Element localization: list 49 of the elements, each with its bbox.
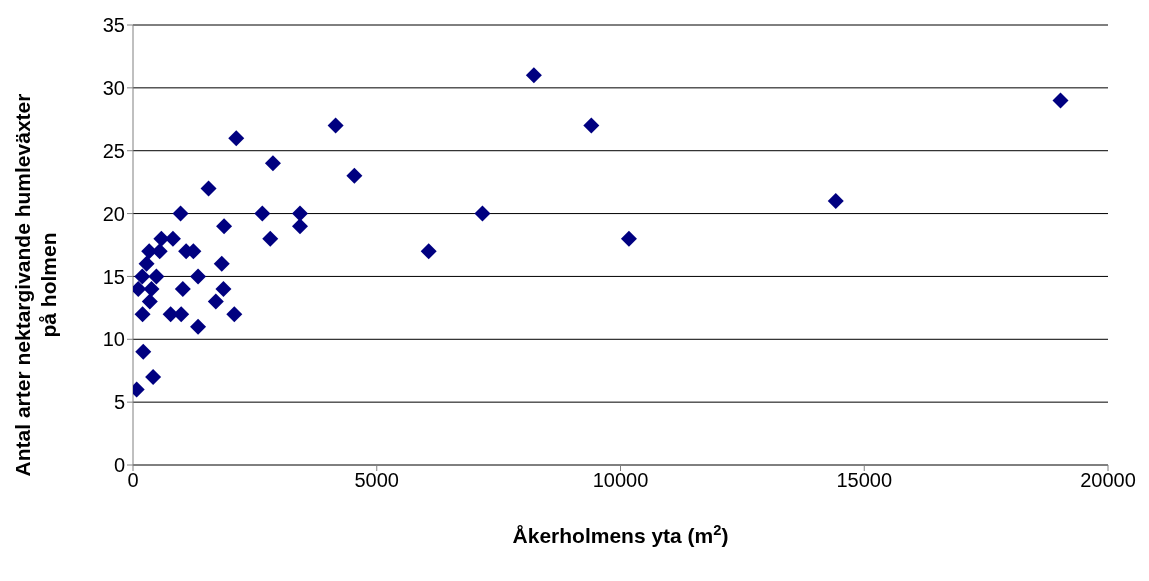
point bbox=[226, 306, 243, 323]
point bbox=[200, 180, 217, 197]
point bbox=[141, 293, 158, 310]
point bbox=[135, 343, 152, 360]
y-axis-title: Antal arter nektargivande humleväxter på holmen bbox=[11, 93, 60, 477]
point bbox=[174, 281, 191, 297]
point bbox=[264, 155, 281, 172]
point bbox=[190, 268, 207, 285]
point bbox=[291, 218, 308, 235]
point bbox=[262, 230, 279, 247]
x-tick-label: 15000 bbox=[836, 469, 893, 492]
point bbox=[134, 268, 151, 285]
point bbox=[138, 255, 155, 272]
y-tick-label: 0 bbox=[113, 454, 125, 477]
point bbox=[145, 369, 162, 385]
point bbox=[827, 193, 844, 209]
y-tick-label: 30 bbox=[102, 76, 125, 99]
y-tick-label: 15 bbox=[102, 265, 125, 288]
x-tick-label: 20000 bbox=[1080, 469, 1136, 492]
point bbox=[420, 243, 437, 260]
point bbox=[1052, 92, 1069, 109]
point bbox=[172, 205, 189, 222]
y-tick-label: 25 bbox=[102, 139, 125, 162]
point bbox=[143, 281, 160, 297]
point bbox=[207, 293, 224, 310]
y-tick-label: 35 bbox=[102, 14, 125, 37]
point bbox=[213, 255, 230, 272]
point bbox=[583, 117, 600, 134]
x-axis-title: Åkerholmens yta (m$^{2}$) bbox=[512, 522, 729, 547]
point bbox=[190, 318, 207, 335]
point bbox=[215, 281, 232, 297]
point bbox=[173, 306, 190, 323]
point bbox=[134, 306, 151, 323]
point bbox=[620, 230, 637, 247]
point bbox=[228, 130, 245, 147]
point bbox=[291, 205, 308, 222]
y-tick-label: 10 bbox=[102, 328, 125, 351]
point bbox=[327, 117, 344, 134]
point bbox=[525, 67, 542, 84]
point bbox=[254, 205, 271, 222]
point bbox=[346, 167, 363, 184]
y-tick-label: 5 bbox=[113, 391, 125, 414]
y-tick-label: 20 bbox=[102, 202, 125, 225]
point bbox=[216, 218, 233, 235]
x-tick-label: 10000 bbox=[592, 469, 649, 492]
x-tick-label: 0 bbox=[127, 469, 139, 492]
x-tick-label: 5000 bbox=[354, 469, 399, 492]
point bbox=[474, 205, 491, 222]
point bbox=[148, 268, 165, 285]
